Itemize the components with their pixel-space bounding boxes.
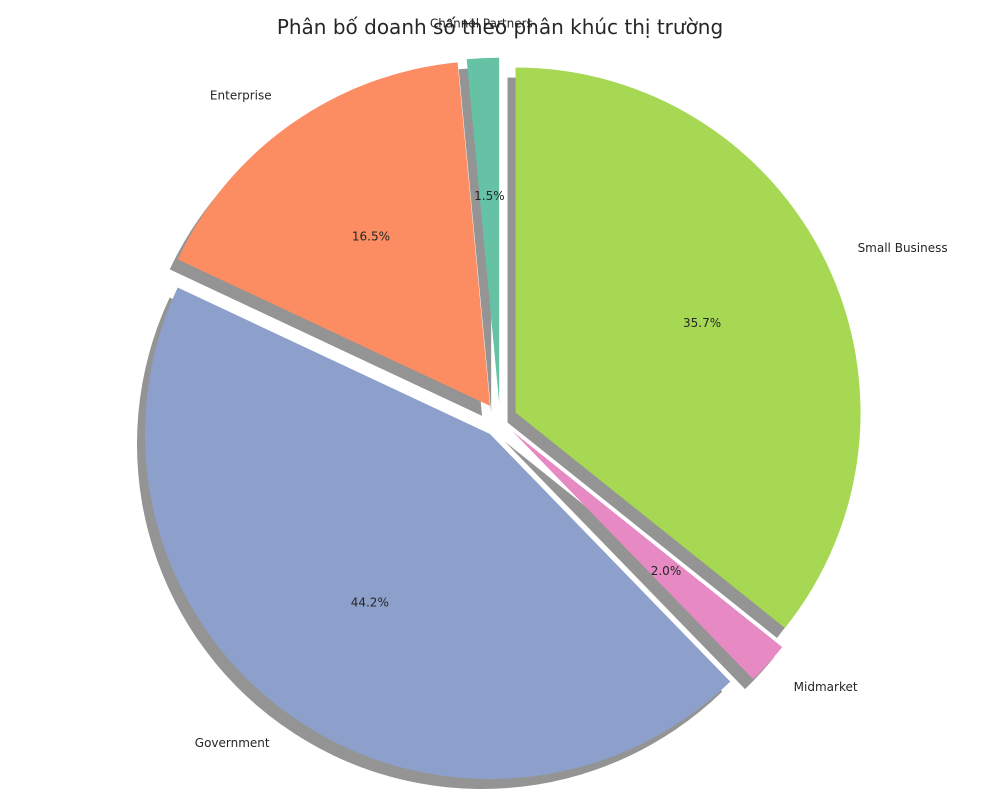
slice-pct-enterprise: 16.5% (352, 230, 390, 244)
slice-label-enterprise: Enterprise (210, 89, 272, 103)
slice-label-small-business: Small Business (858, 241, 948, 255)
slice-midmarket (512, 431, 783, 680)
slice-label-government: Government (195, 736, 270, 750)
slice-pct-channel-partners: 1.5% (474, 189, 505, 203)
slice-pct-small-business: 35.7% (683, 316, 721, 330)
slice-label-channel-partners: Channel Partners (430, 17, 533, 31)
slice-pct-midmarket: 2.0% (651, 564, 682, 578)
slice-small-business (515, 67, 861, 628)
slice-enterprise (177, 62, 491, 406)
slice-channel-partners (466, 57, 500, 403)
pie-slices (144, 57, 861, 780)
pie-labels: Channel Partners 1.5% Enterprise 16.5% Gover… (195, 17, 948, 750)
slice-label-midmarket: Midmarket (794, 680, 858, 694)
slice-government (144, 287, 731, 780)
chart-title: Phân bố doanh số theo phân khúc thị trườ… (277, 15, 723, 39)
slice-pct-government: 44.2% (351, 596, 389, 610)
